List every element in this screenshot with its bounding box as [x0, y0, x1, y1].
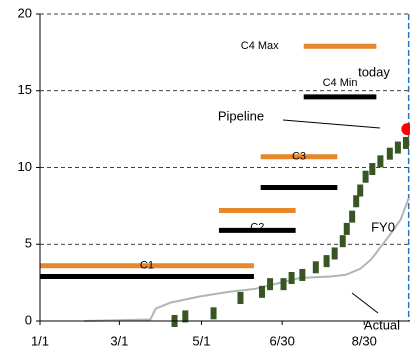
range-label: C4 Min: [323, 77, 358, 89]
pipeline-marker: [288, 272, 295, 285]
forecast-point: [401, 123, 410, 136]
actual-line: [84, 197, 410, 322]
pipeline-marker: [386, 147, 393, 160]
pipeline-marker: [402, 136, 409, 149]
x-tick-label: 6/30: [270, 333, 295, 348]
pipeline-marker: [353, 195, 360, 208]
annotation: today: [358, 64, 390, 79]
range-label: C3: [292, 151, 306, 163]
y-tick-label: 15: [18, 82, 32, 97]
x-tick-label: 8/30: [352, 333, 377, 348]
pipeline-marker: [339, 235, 346, 248]
annotation: FY0: [371, 219, 395, 234]
range-label: C4 Max: [241, 40, 279, 52]
x-tick-label: 5/1: [192, 333, 210, 348]
callout: [351, 292, 379, 314]
pipeline-marker: [343, 222, 350, 235]
pipeline-marker: [362, 170, 369, 183]
pipeline-marker: [280, 278, 287, 291]
range-label: C1: [140, 260, 154, 272]
pipeline-marker: [377, 155, 384, 168]
annotation: Actual: [364, 317, 400, 332]
pipeline-marker: [331, 247, 338, 260]
pipeline-marker: [210, 307, 217, 320]
pipeline-marker: [357, 184, 364, 197]
pipeline-marker: [299, 268, 306, 281]
y-tick-label: 0: [25, 312, 32, 327]
pipeline-marker: [369, 163, 376, 176]
y-tick-label: 20: [18, 5, 32, 20]
pipeline-marker: [323, 255, 330, 268]
callout: [282, 119, 381, 129]
pipeline-marker: [237, 291, 244, 304]
pipeline-marker: [267, 278, 274, 291]
pipeline-marker: [182, 310, 189, 323]
annotation: Pipeline: [218, 108, 264, 123]
pipeline-marker: [394, 141, 401, 154]
pipeline-marker: [312, 261, 319, 274]
pipeline-marker: [259, 285, 265, 298]
pipeline-marker: [349, 210, 356, 223]
y-tick-label: 5: [25, 236, 32, 251]
x-tick-label: 3/1: [110, 333, 128, 348]
y-tick-label: 10: [18, 159, 32, 174]
x-tick-label: 1/1: [31, 333, 49, 348]
